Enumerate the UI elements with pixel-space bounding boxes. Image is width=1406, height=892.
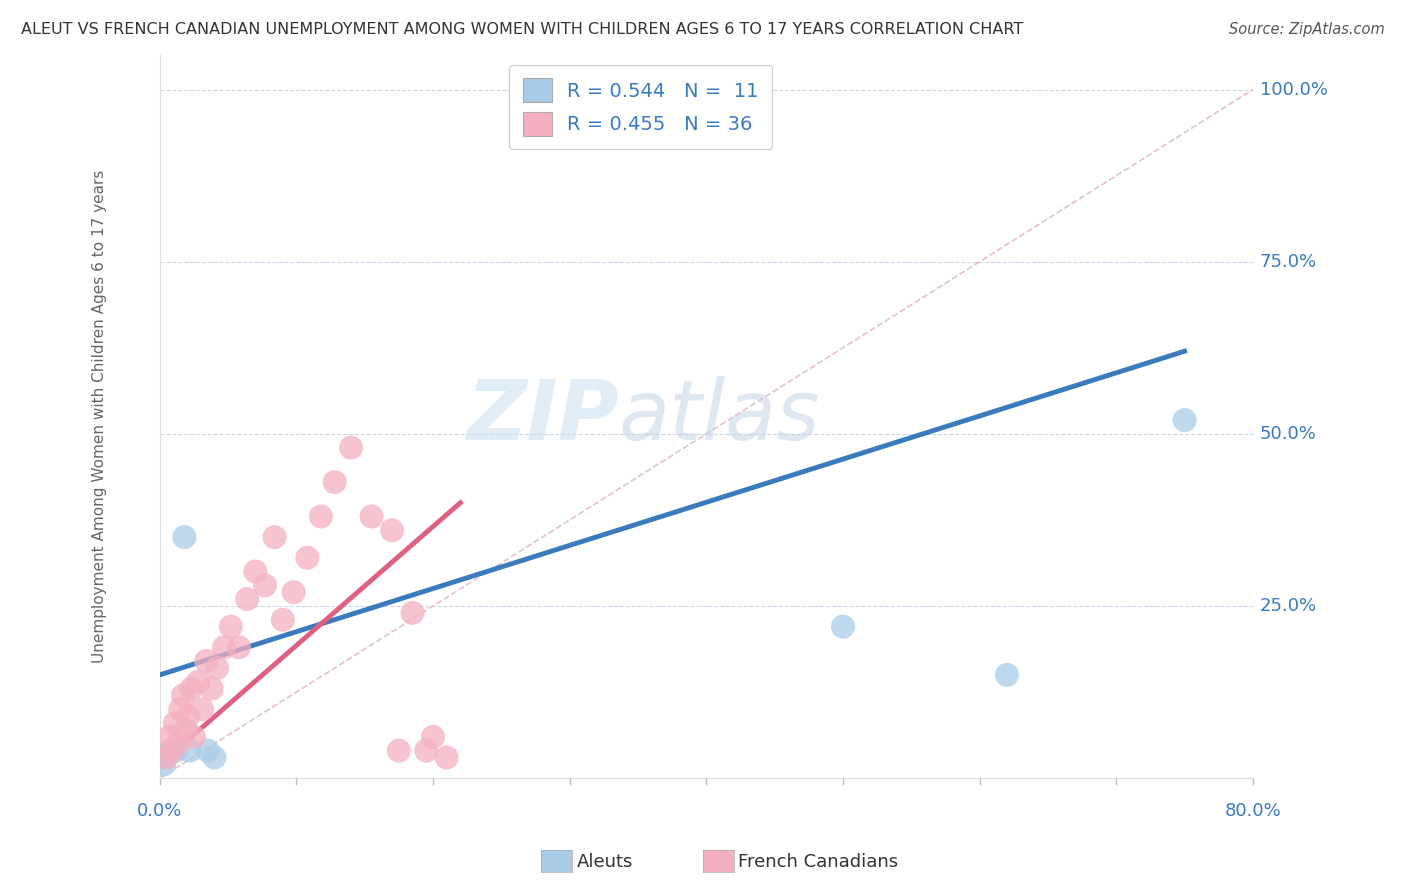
Point: [995, 668, 1018, 682]
Text: 25.0%: 25.0%: [1260, 597, 1317, 615]
Point: [195, 654, 218, 668]
Text: Source: ZipAtlas.com: Source: ZipAtlas.com: [1229, 22, 1385, 37]
Point: [422, 730, 444, 744]
Point: [360, 509, 382, 524]
Text: 50.0%: 50.0%: [1260, 425, 1316, 442]
Point: [165, 743, 187, 757]
Text: ZIP: ZIP: [467, 376, 619, 457]
Point: [157, 730, 180, 744]
Text: French Canadians: French Canadians: [738, 853, 898, 871]
Point: [187, 674, 209, 689]
Text: 80.0%: 80.0%: [1225, 802, 1281, 821]
Point: [832, 620, 855, 634]
Point: [271, 613, 294, 627]
Point: [263, 530, 285, 544]
Point: [309, 509, 332, 524]
Point: [201, 681, 224, 696]
Text: atlas: atlas: [619, 376, 821, 457]
Text: Aleuts: Aleuts: [576, 853, 633, 871]
Point: [401, 606, 423, 620]
Point: [163, 716, 186, 731]
Point: [253, 578, 276, 592]
Text: Unemployment Among Women with Children Ages 6 to 17 years: Unemployment Among Women with Children A…: [93, 170, 107, 664]
Point: [155, 750, 177, 764]
Point: [415, 743, 437, 757]
Point: [388, 743, 411, 757]
Point: [180, 681, 202, 696]
Point: [153, 750, 176, 764]
Point: [173, 530, 195, 544]
Point: [166, 737, 188, 751]
Point: [436, 750, 458, 764]
Point: [191, 702, 214, 716]
Point: [236, 592, 259, 607]
Point: [179, 743, 201, 757]
Point: [323, 475, 346, 489]
Point: [204, 750, 226, 764]
Point: [183, 730, 205, 744]
Point: [283, 585, 305, 599]
Text: 0.0%: 0.0%: [136, 802, 183, 821]
Point: [177, 709, 200, 723]
Point: [381, 523, 404, 537]
Point: [212, 640, 235, 655]
Text: 100.0%: 100.0%: [1260, 80, 1327, 99]
Point: [153, 757, 176, 772]
Legend: R = 0.544   N =  11, R = 0.455   N = 36: R = 0.544 N = 11, R = 0.455 N = 36: [509, 65, 772, 149]
Point: [172, 689, 194, 703]
Point: [197, 743, 219, 757]
Point: [205, 661, 228, 675]
Point: [160, 743, 183, 757]
Point: [169, 702, 191, 716]
Point: [228, 640, 250, 655]
Point: [340, 441, 363, 455]
Point: [174, 723, 197, 737]
Point: [219, 620, 242, 634]
Point: [297, 550, 319, 565]
Point: [1174, 413, 1197, 427]
Point: [159, 743, 181, 757]
Text: ALEUT VS FRENCH CANADIAN UNEMPLOYMENT AMONG WOMEN WITH CHILDREN AGES 6 TO 17 YEA: ALEUT VS FRENCH CANADIAN UNEMPLOYMENT AM…: [21, 22, 1024, 37]
Text: 75.0%: 75.0%: [1260, 252, 1317, 270]
Point: [245, 565, 267, 579]
